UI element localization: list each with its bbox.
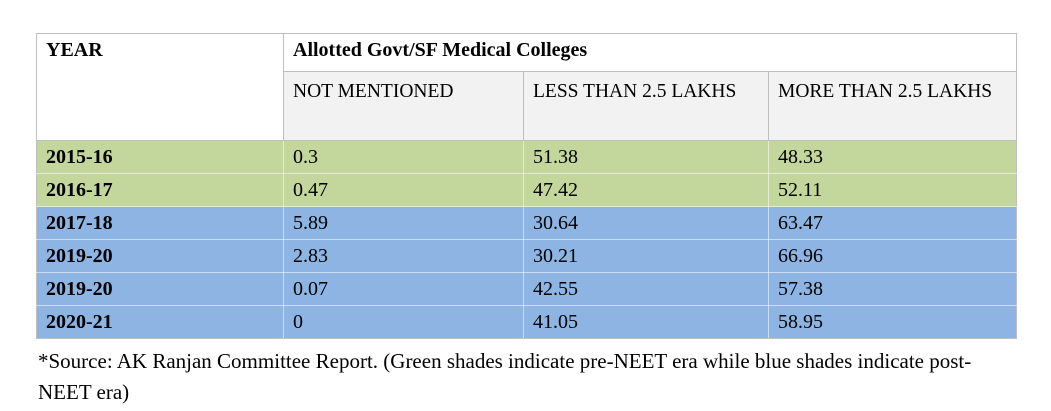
value-cell-more-than: 63.47 [767, 206, 1018, 240]
value-cell-more-than: 48.33 [767, 140, 1018, 174]
table-row: 2019-20 2.83 30.21 66.96 [36, 239, 1018, 273]
value-cell-not-mentioned: 2.83 [283, 239, 524, 273]
value-cell-more-than: 58.95 [767, 305, 1018, 339]
group-column-header: Allotted Govt/SF Medical Colleges [282, 33, 1018, 72]
table-row: 2017-18 5.89 30.64 63.47 [36, 206, 1018, 240]
value-cell-less-than: 30.21 [523, 239, 769, 273]
value-cell-less-than: 51.38 [523, 140, 769, 174]
header-row-sub: NOT MENTIONED LESS THAN 2.5 LAKHS MORE T… [37, 71, 1018, 141]
table-row: 2015-16 0.3 51.38 48.33 [36, 140, 1018, 174]
value-cell-more-than: 52.11 [767, 173, 1018, 207]
value-cell-less-than: 41.05 [523, 305, 769, 339]
table-header: YEAR Allotted Govt/SF Medical Colleges N… [36, 33, 1018, 141]
value-cell-less-than: 30.64 [523, 206, 769, 240]
value-cell-not-mentioned: 0 [283, 305, 524, 339]
year-cell: 2019-20 [36, 239, 284, 273]
value-cell-more-than: 57.38 [767, 272, 1018, 306]
value-cell-not-mentioned: 0.07 [283, 272, 524, 306]
year-cell: 2019-20 [36, 272, 284, 306]
year-cell: 2017-18 [36, 206, 284, 240]
value-cell-less-than: 47.42 [523, 173, 769, 207]
year-column-header: YEAR [36, 33, 284, 141]
value-cell-less-than: 42.55 [523, 272, 769, 306]
col-header-less-than-2-5-lakhs: LESS THAN 2.5 LAKHS [523, 71, 769, 141]
table-row: 2020-21 0 41.05 58.95 [36, 305, 1018, 339]
table-row: 2016-17 0.47 47.42 52.11 [36, 173, 1018, 207]
col-header-not-mentioned: NOT MENTIONED [283, 71, 524, 141]
year-cell: 2015-16 [36, 140, 284, 174]
value-cell-not-mentioned: 0.47 [283, 173, 524, 207]
table-body: 2015-16 0.3 51.38 48.33 2016-17 0.47 47.… [36, 140, 1018, 339]
table-row: 2019-20 0.07 42.55 57.38 [36, 272, 1018, 306]
col-header-more-than-2-5-lakhs: MORE THAN 2.5 LAKHS [767, 71, 1018, 141]
value-cell-not-mentioned: 5.89 [283, 206, 524, 240]
value-cell-more-than: 66.96 [767, 239, 1018, 273]
year-cell: 2020-21 [36, 305, 284, 339]
neet-allotment-table: YEAR Allotted Govt/SF Medical Colleges N… [36, 33, 1018, 339]
year-cell: 2016-17 [36, 173, 284, 207]
value-cell-not-mentioned: 0.3 [283, 140, 524, 174]
source-footnote: *Source: AK Ranjan Committee Report. (Gr… [38, 349, 972, 404]
header-row-top: YEAR Allotted Govt/SF Medical Colleges [36, 33, 1018, 141]
